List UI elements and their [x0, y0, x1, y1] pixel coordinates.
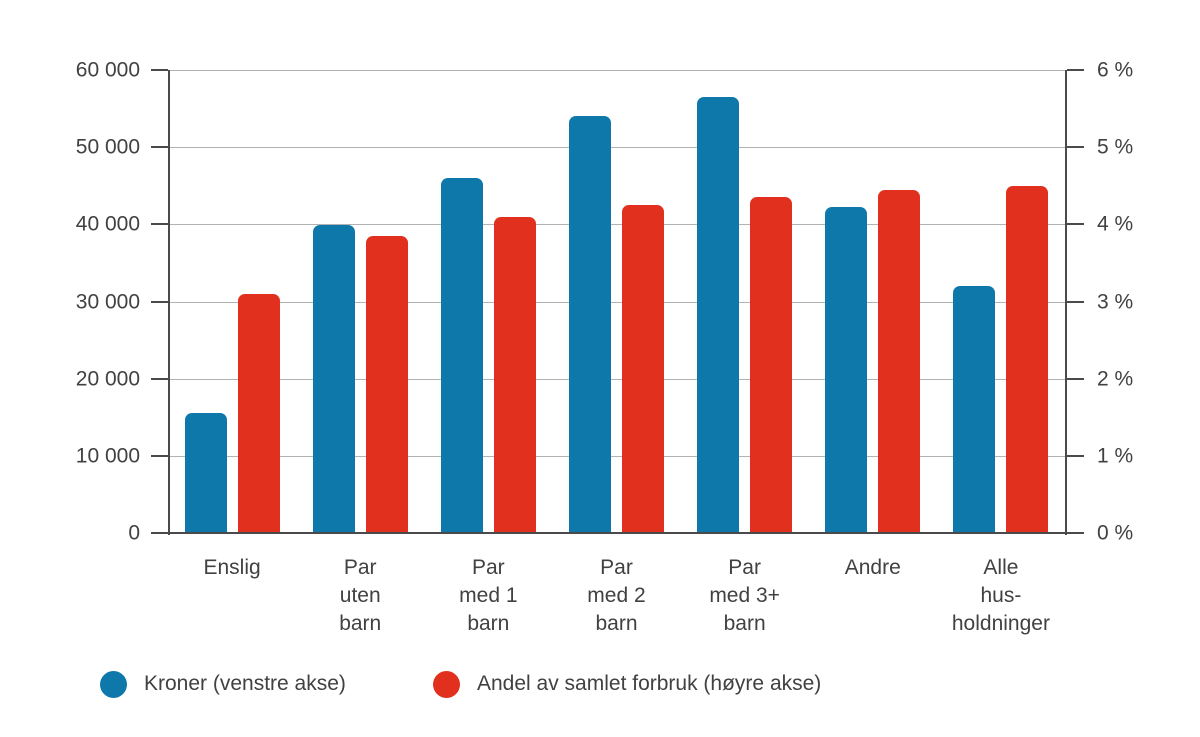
right-axis-tick-label: 3 % [1097, 290, 1134, 313]
legend: Kroner (venstre akse) Andel av samlet fo… [0, 666, 1200, 702]
left-axis-line [168, 70, 170, 535]
bar-kroner [953, 286, 996, 533]
category-label: Par med 1 barn [459, 556, 518, 635]
bar-andel [750, 197, 793, 533]
left-axis-tick [151, 454, 168, 457]
right-axis-tick [1067, 69, 1084, 71]
left-axis-tick [151, 377, 168, 380]
plot-area [168, 70, 1065, 533]
bar-kroner [184, 413, 227, 533]
bar-groups [168, 70, 1065, 533]
bar-kroner [312, 225, 355, 533]
left-axis-tick [151, 300, 168, 303]
legend-item-andel: Andel av samlet forbruk (høyre akse) [433, 666, 821, 702]
right-axis-tick-label: 1 % [1097, 444, 1134, 468]
right-axis-tick [1067, 146, 1084, 149]
legend-dot-red-icon [433, 670, 460, 698]
gridline [168, 224, 1065, 226]
left-axis-tick [151, 532, 168, 534]
left-axis-tick-label: 10 000 [75, 444, 140, 468]
bar-andel [878, 189, 921, 533]
left-axis-tick-label: 50 000 [75, 135, 140, 159]
legend-label-kroner: Kroner (venstre akse) [144, 672, 346, 695]
left-axis-tick [151, 69, 168, 71]
bar-group-3 [424, 70, 552, 533]
category-label: Alle hus- holdninger [951, 556, 1050, 635]
category-label: Par med 2 barn [587, 556, 646, 635]
right-axis-tick [1067, 300, 1084, 303]
bar-andel [365, 235, 408, 533]
legend-item-kroner: Kroner (venstre akse) [100, 666, 346, 702]
legend-dot-blue-icon [100, 670, 127, 698]
right-axis-tick [1067, 223, 1084, 226]
bar-andel [621, 205, 664, 533]
right-axis-tick [1067, 377, 1084, 380]
right-axis-tick-label: 6 % [1097, 58, 1134, 82]
bar-group-7 [937, 70, 1065, 533]
bar-group-6 [809, 70, 937, 533]
right-axis-tick-label: 0 % [1097, 521, 1134, 545]
bar-group-4 [552, 70, 680, 533]
right-axis-tick-label: 5 % [1097, 135, 1134, 159]
left-axis-tick-label: 20 000 [75, 367, 140, 391]
left-axis-tick [151, 146, 168, 149]
category-axis-labels: Enslig Par uten barn Par med 1 barn Par med… [168, 554, 1065, 638]
left-axis-tick-label: 30 000 [75, 290, 140, 313]
bar-andel [493, 216, 536, 533]
gridline [168, 70, 1065, 71]
right-axis-tick [1067, 532, 1084, 534]
bar-group-5 [681, 70, 809, 533]
gridline [168, 147, 1065, 149]
left-axis-tick-label: 40 000 [75, 212, 140, 236]
gridline [168, 455, 1065, 457]
left-axis-tick-label: 0 [128, 521, 140, 545]
right-axis-tick-label: 4 % [1097, 212, 1134, 236]
category-label: Enslig [203, 556, 261, 579]
x-axis-line [168, 532, 1067, 534]
left-axis-tick-label: 60 000 [75, 58, 140, 82]
right-axis-tick-label: 2 % [1097, 367, 1134, 391]
right-axis-tick [1067, 454, 1084, 457]
category-label: Andre [844, 556, 901, 579]
bar-group-1 [168, 70, 296, 533]
bar-kroner [825, 206, 868, 533]
gridline [168, 378, 1065, 380]
category-label: Par med 3+ barn [709, 556, 780, 635]
bar-kroner [568, 116, 611, 533]
category-label: Par uten barn [339, 556, 382, 635]
bar-kroner [440, 178, 483, 533]
left-axis-tick [151, 223, 168, 226]
bar-group-2 [296, 70, 424, 533]
bar-andel [1006, 185, 1049, 533]
right-axis-line [1065, 70, 1067, 535]
bar-kroner [697, 97, 740, 533]
bar-andel [237, 293, 280, 533]
legend-label-andel: Andel av samlet forbruk (høyre akse) [477, 672, 822, 695]
gridline [168, 301, 1065, 303]
